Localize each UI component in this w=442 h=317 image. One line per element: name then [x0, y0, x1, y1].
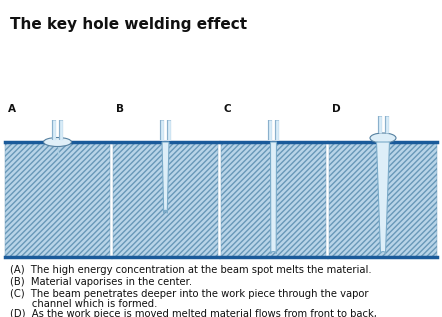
Text: A: A	[8, 104, 16, 114]
Text: channel which is formed.: channel which is formed.	[10, 299, 157, 309]
Polygon shape	[162, 142, 169, 213]
Bar	[5, 142, 110, 257]
Text: (C)  The beam penetrates deeper into the work piece through the vapor: (C) The beam penetrates deeper into the …	[10, 289, 369, 299]
Bar	[113, 142, 218, 257]
Polygon shape	[377, 142, 389, 254]
Bar	[5, 142, 110, 257]
Text: (D)  As the work piece is moved melted material flows from front to back,: (D) As the work piece is moved melted ma…	[10, 309, 377, 317]
Text: D: D	[332, 104, 341, 114]
Bar	[329, 142, 437, 257]
Bar	[221, 142, 326, 257]
Polygon shape	[271, 142, 277, 254]
Bar	[113, 142, 218, 257]
Ellipse shape	[43, 138, 72, 146]
Text: (A)  The high energy concentration at the beam spot melts the material.: (A) The high energy concentration at the…	[10, 265, 372, 275]
Text: The key hole welding effect: The key hole welding effect	[10, 17, 247, 32]
Ellipse shape	[370, 133, 396, 143]
Text: C: C	[224, 104, 232, 114]
Bar	[329, 142, 437, 257]
Bar	[221, 142, 326, 257]
Text: (B)  Material vaporises in the center.: (B) Material vaporises in the center.	[10, 277, 192, 287]
Text: B: B	[116, 104, 124, 114]
